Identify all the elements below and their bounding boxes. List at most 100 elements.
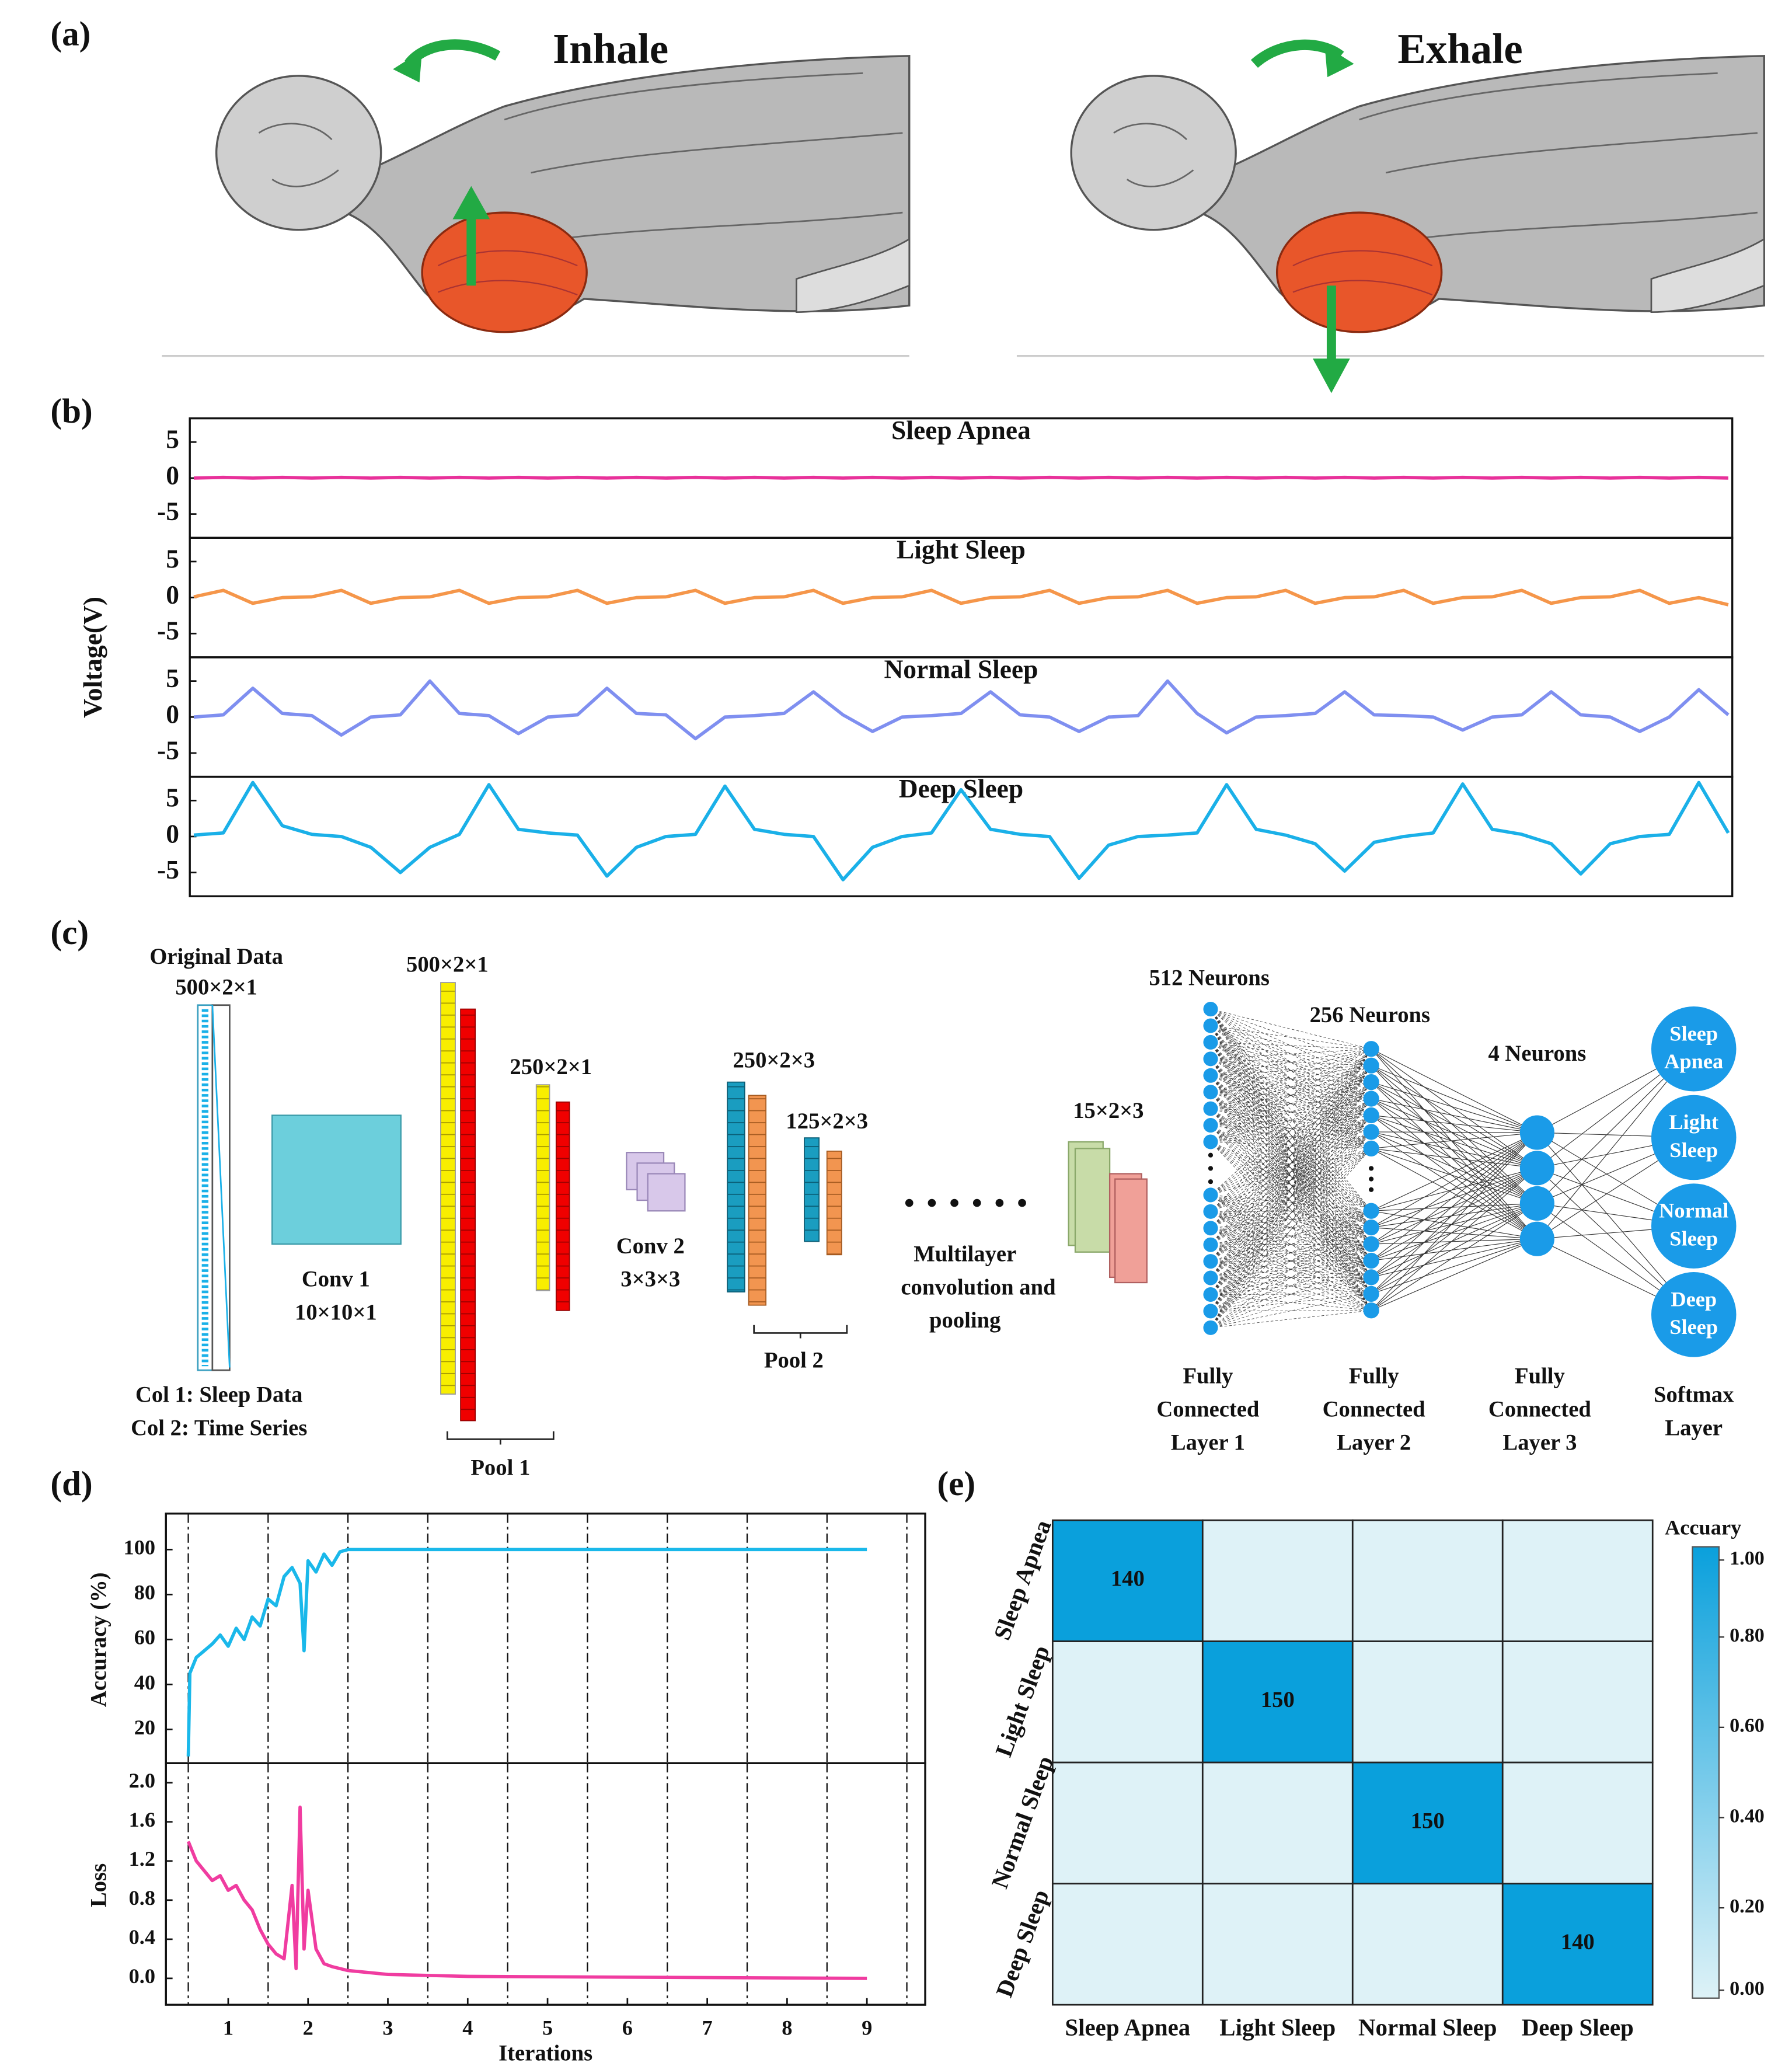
ellipsis-dot (1208, 1166, 1214, 1171)
connection (1210, 1277, 1372, 1312)
panel-label: (c) (50, 913, 89, 952)
y-axis-label: Voltage(V) (78, 597, 107, 718)
input-time (211, 1005, 231, 1368)
ellipsis-dot (1208, 1152, 1214, 1158)
connection (1210, 1048, 1372, 1262)
ellipsis-dot (1369, 1176, 1374, 1182)
cell-label: 140 (1561, 1930, 1595, 1954)
output-label: Sleep (1669, 1022, 1718, 1045)
text: Connected (1488, 1397, 1592, 1422)
text: Layer 1 (1171, 1430, 1245, 1455)
feature-map (727, 1081, 745, 1292)
neuron (1363, 1057, 1379, 1074)
y-tick-label: 5 (166, 783, 179, 813)
connection (1371, 1203, 1538, 1311)
panel-label: (e) (937, 1464, 975, 1503)
text: 512 Neurons (1149, 966, 1269, 990)
connection (1210, 1148, 1372, 1328)
output-label: Sleep (1669, 1227, 1718, 1250)
neuron (1363, 1285, 1379, 1302)
feature-map (460, 1008, 476, 1422)
connection (1210, 1125, 1372, 1228)
connection (1371, 1203, 1538, 1228)
connection (1371, 1048, 1538, 1239)
ellipsis (905, 1199, 1026, 1207)
connection (1210, 1243, 1372, 1245)
text: Layer (1665, 1416, 1723, 1440)
connection (1371, 1114, 1538, 1133)
connection (1210, 1141, 1372, 1261)
connection (1210, 1141, 1372, 1278)
text: 15×2×3 (1073, 1099, 1143, 1123)
connection (1210, 1082, 1372, 1229)
connection (1210, 1042, 1372, 1050)
connection (1210, 1227, 1372, 1328)
connection (1210, 1048, 1372, 1196)
heatmap-cell (1201, 1519, 1354, 1642)
connection (1371, 1132, 1538, 1211)
connection (1210, 1131, 1372, 1312)
connection (1210, 1092, 1372, 1211)
text: 500×2×1 (406, 953, 489, 977)
x-tick-label: 7 (702, 2016, 713, 2040)
feature-map (748, 1095, 767, 1306)
connection (1210, 1065, 1372, 1076)
connection (1210, 1025, 1372, 1261)
connection (1210, 1058, 1372, 1133)
output-neuron (1651, 1006, 1737, 1092)
connection (1210, 1042, 1372, 1116)
panel-label: (a) (50, 15, 90, 53)
connection (1210, 1098, 1372, 1312)
connection (1210, 1009, 1372, 1245)
text: Fully (1349, 1364, 1399, 1389)
heatmap-cell (1051, 1883, 1204, 2006)
connection (1210, 1125, 1372, 1261)
connection (1210, 1310, 1372, 1328)
connection (1371, 1203, 1538, 1262)
feature-map (535, 1084, 550, 1291)
subplot-title: Light Sleep (897, 535, 1026, 565)
y-tick-label: 40 (134, 1671, 155, 1694)
connection (1210, 1210, 1372, 1295)
x-tick-label: Deep Sleep (1522, 2015, 1634, 2041)
x-axis-label: Iterations (498, 2041, 592, 2065)
connection (1210, 1227, 1372, 1295)
neuron (1203, 1018, 1218, 1033)
connection (1371, 1168, 1538, 1262)
ellipsis-dot (1369, 1187, 1374, 1192)
connection (1210, 1108, 1372, 1228)
connection (1210, 1108, 1372, 1311)
ellipsis-dot (1208, 1179, 1214, 1184)
neuron (1519, 1221, 1554, 1256)
data-line (193, 588, 1729, 607)
feature-map (1114, 1178, 1148, 1284)
heatmap-cell (1051, 1761, 1204, 1884)
text: convolution and (901, 1275, 1056, 1299)
connection (1210, 1048, 1372, 1212)
neuron (1203, 1002, 1218, 1017)
colorbar (1692, 1546, 1720, 1999)
connection (1210, 1075, 1372, 1278)
conv-kernel (647, 1173, 686, 1212)
connection (1371, 1148, 1538, 1169)
connection (1210, 1065, 1372, 1312)
connection (1210, 1048, 1372, 1278)
curved-arrow (405, 39, 501, 68)
connection (1210, 1048, 1372, 1312)
neuron (1363, 1220, 1379, 1236)
y-tick-label: 5 (166, 543, 179, 573)
y-tick-label: 1.2 (129, 1847, 155, 1870)
connection (1371, 1168, 1538, 1245)
connection (1210, 1210, 1372, 1229)
y-tick-label: 5 (166, 424, 179, 454)
connection (1371, 1132, 1538, 1294)
text: Connected (1156, 1397, 1260, 1422)
colorbar-tick-label: 0.00 (1730, 1978, 1765, 1999)
connection (1210, 1065, 1372, 1212)
connection (1371, 1098, 1538, 1204)
output-label: Apnea (1664, 1050, 1723, 1073)
neuron (1363, 1124, 1379, 1140)
neuron (1203, 1134, 1218, 1149)
connection (1210, 1048, 1372, 1109)
connection (1210, 1115, 1372, 1278)
